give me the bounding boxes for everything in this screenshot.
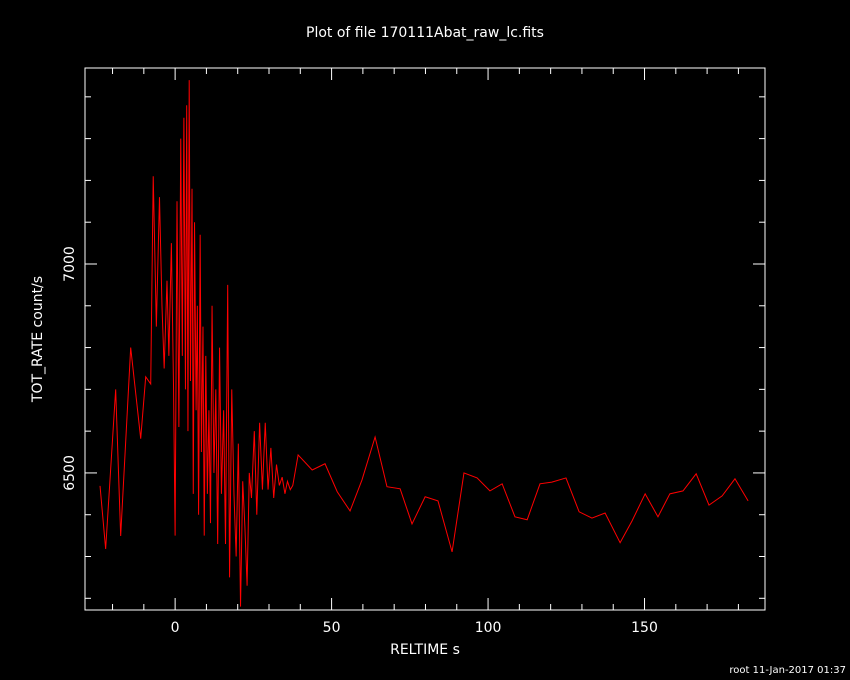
data-line (99, 80, 749, 607)
y-axis-label: TOT_RATE count/s (30, 276, 46, 403)
x-tick-label: 150 (631, 620, 658, 636)
x-tick-label: 100 (475, 620, 502, 636)
x-tick-label: 0 (171, 620, 180, 636)
y-tick-label: 6500 (62, 455, 78, 491)
y-tick-label: 7000 (62, 246, 78, 282)
x-tick-label: 50 (323, 620, 341, 636)
footer: root 11-Jan-2017 01:37 (729, 665, 846, 676)
x-axis-label: RELTIME s (390, 642, 460, 658)
chart-title: Plot of file 170111Abat_raw_lc.fits (306, 25, 544, 41)
